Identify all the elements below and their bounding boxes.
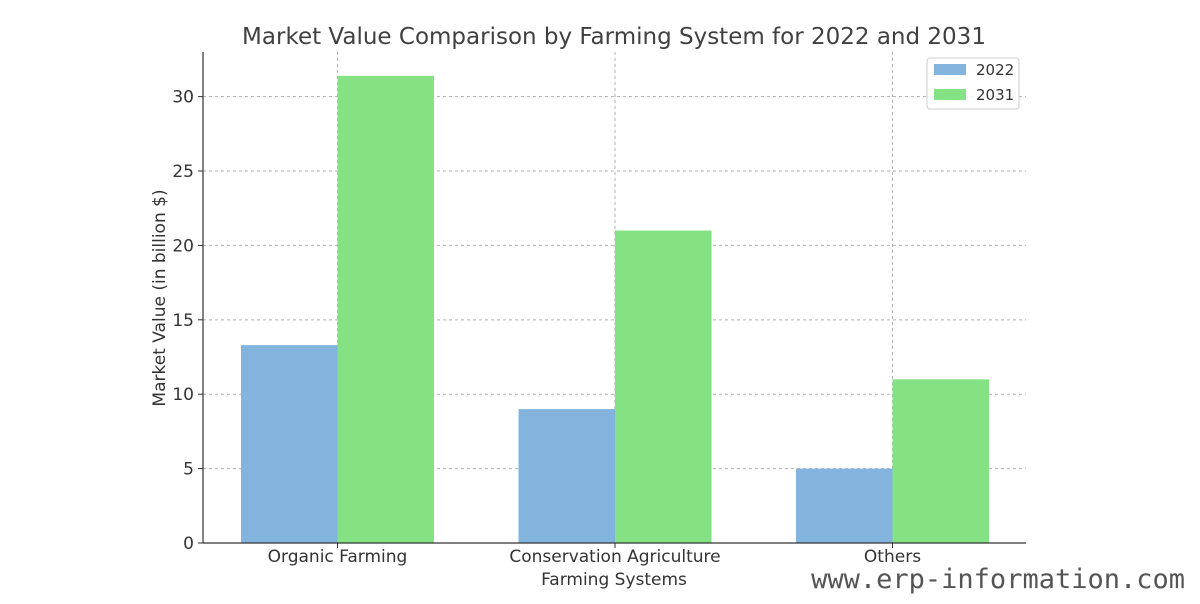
- watermark-text: www.erp-information.com: [811, 564, 1185, 595]
- y-tick-labels: 0 5 10 15 20 25 30: [172, 88, 194, 554]
- bars: [241, 75, 989, 543]
- bar-2022-2: [796, 468, 893, 543]
- legend-swatch-2022: [934, 64, 966, 75]
- bar-2031-1: [615, 230, 712, 543]
- x-tick-label: Conservation Agriculture: [509, 547, 720, 567]
- y-tick-label: 30: [172, 88, 194, 108]
- x-tick-label: Others: [864, 547, 921, 567]
- legend-label-2031: 2031: [976, 86, 1014, 104]
- bar-2031-0: [337, 75, 434, 543]
- legend: 2022 2031: [926, 57, 1020, 110]
- bar-2022-0: [241, 345, 338, 543]
- x-axis-label: Farming Systems: [541, 570, 687, 590]
- y-tick-label: 10: [172, 385, 194, 405]
- legend-swatch-2031: [934, 89, 966, 100]
- y-tick-label: 20: [172, 236, 194, 256]
- y-axis-label: Market Value (in billion $): [150, 189, 170, 406]
- x-tick-labels: Organic Farming Conservation Agriculture O…: [268, 547, 922, 567]
- bar-2031-2: [892, 379, 989, 543]
- x-tick-label: Organic Farming: [268, 547, 408, 567]
- y-tick-label: 0: [183, 534, 194, 554]
- y-tick-label: 25: [172, 162, 194, 182]
- chart-title: Market Value Comparison by Farming Syste…: [242, 24, 986, 50]
- y-tick-label: 5: [183, 460, 194, 480]
- bar-2022-1: [518, 409, 615, 543]
- axes: [198, 52, 1026, 548]
- legend-label-2022: 2022: [976, 61, 1014, 79]
- y-tick-label: 15: [172, 311, 194, 331]
